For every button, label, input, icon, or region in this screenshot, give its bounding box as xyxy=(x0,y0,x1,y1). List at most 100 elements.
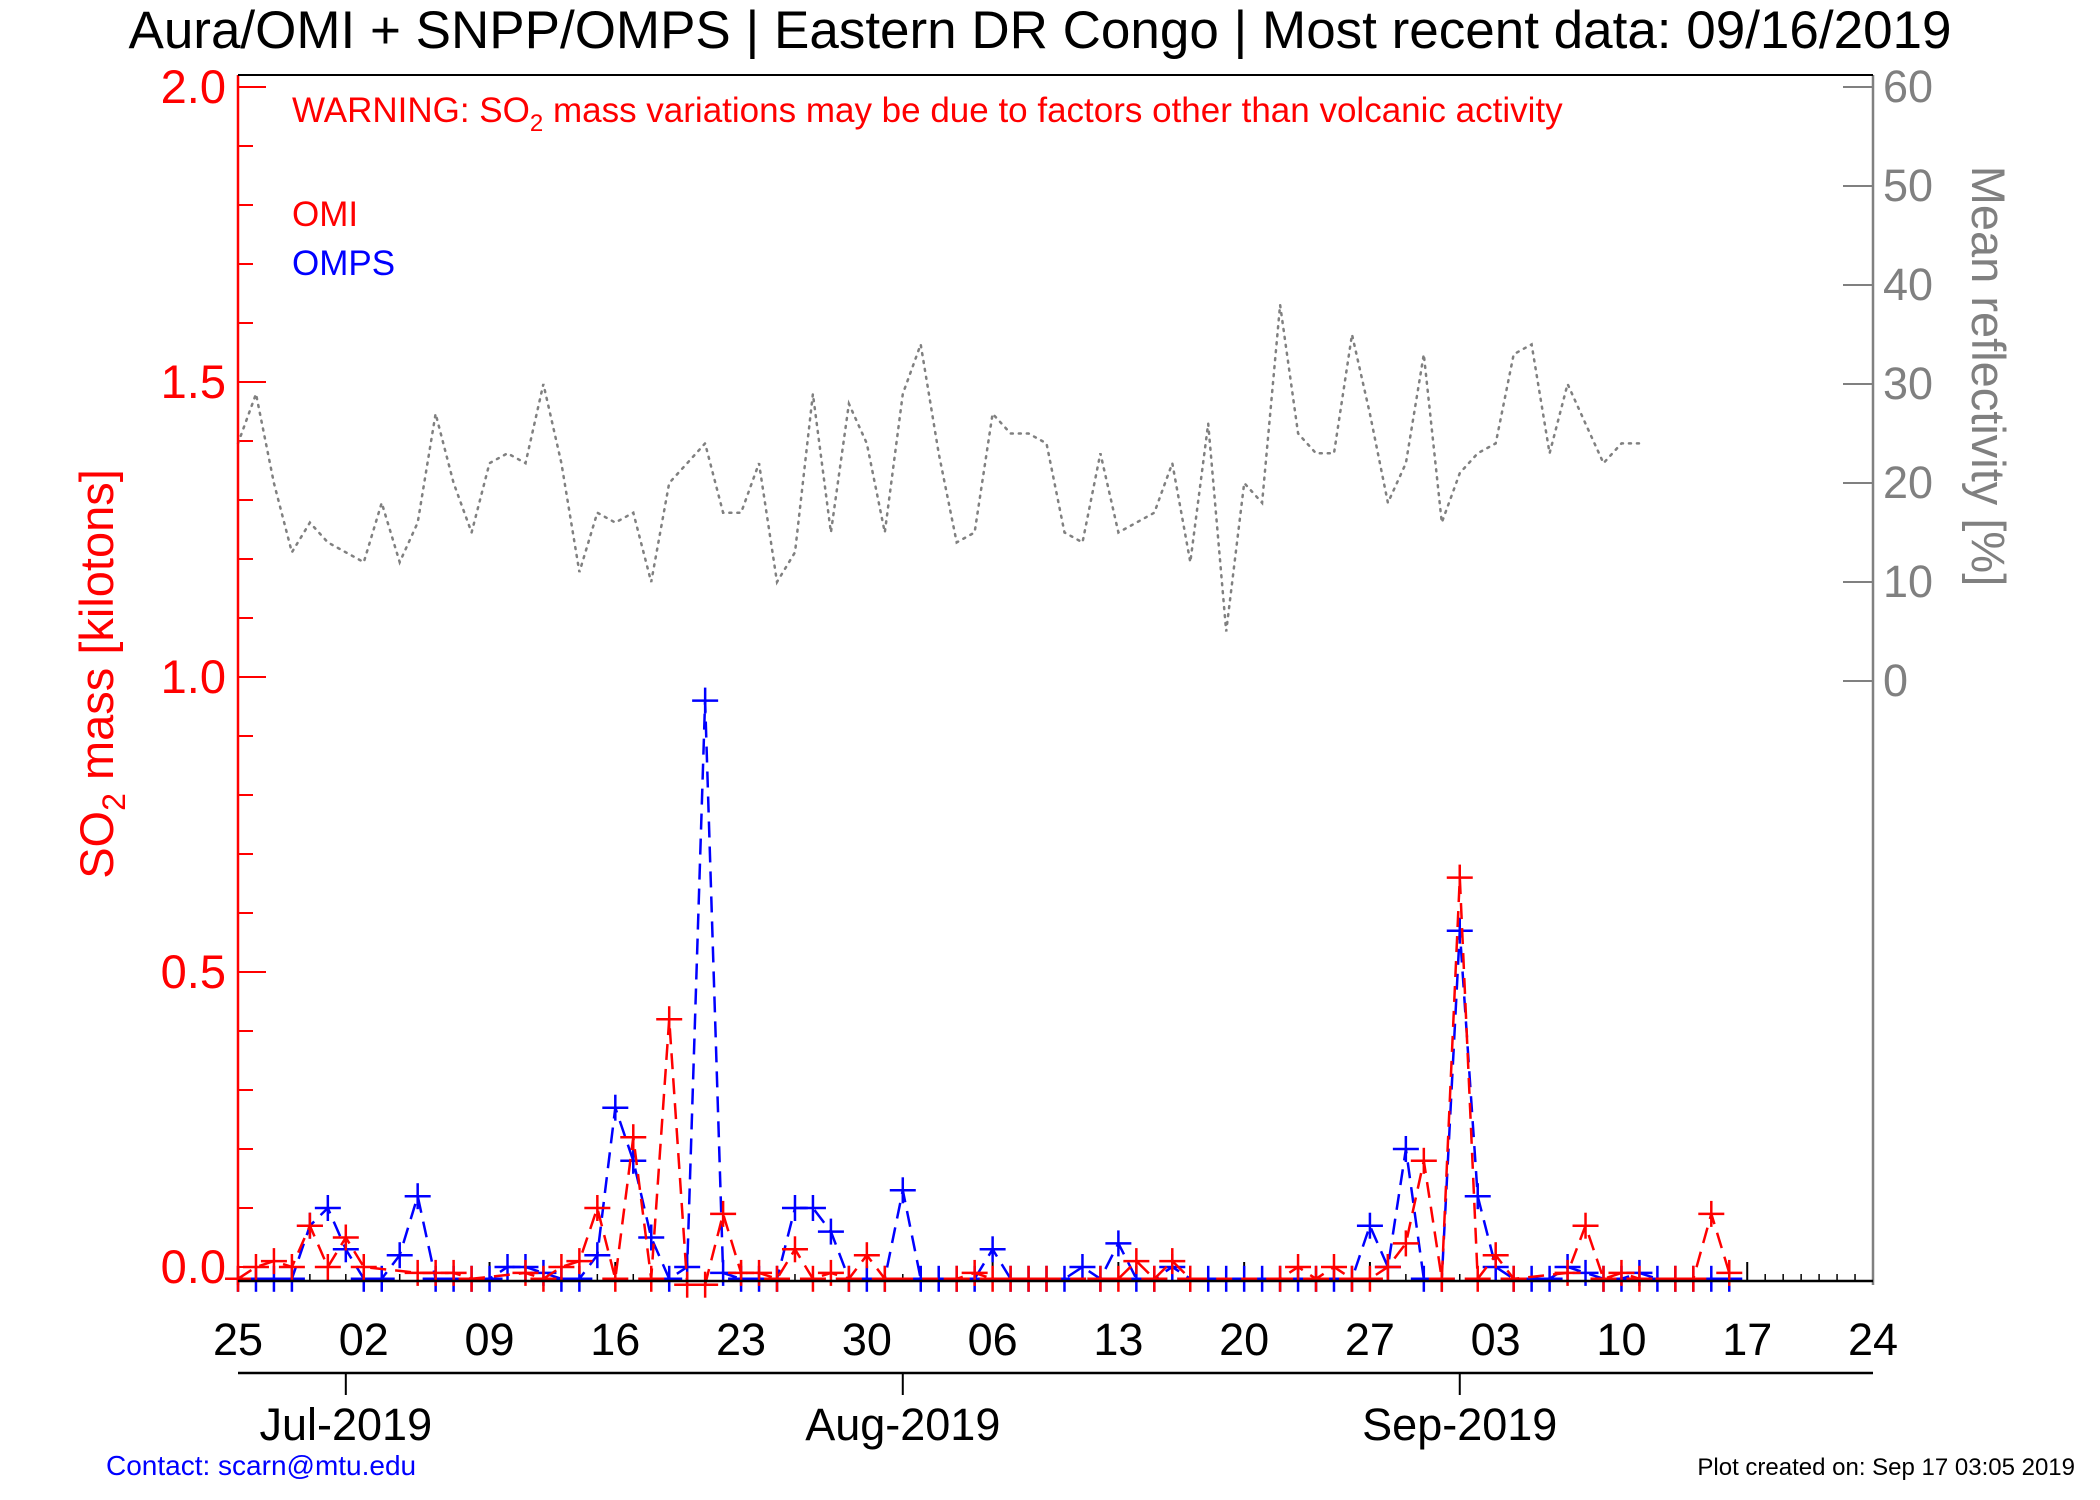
data-point xyxy=(1069,1254,1096,1280)
x-tick-label: 17 xyxy=(1722,1314,1772,1365)
data-point xyxy=(1698,1200,1725,1227)
data-point xyxy=(871,1265,898,1292)
series-line xyxy=(238,700,1730,1281)
x-tick-label: 02 xyxy=(339,1314,389,1365)
series-line xyxy=(236,304,1641,632)
data-point xyxy=(530,1265,557,1292)
data-point xyxy=(584,1242,611,1269)
data-point xyxy=(889,1177,916,1204)
data-point xyxy=(1159,1248,1186,1275)
month-label: Sep-2019 xyxy=(1362,1399,1557,1450)
month-label: Aug-2019 xyxy=(805,1399,1000,1450)
data-point xyxy=(853,1242,880,1269)
data-point xyxy=(1680,1265,1707,1292)
data-point xyxy=(1105,1265,1132,1292)
chart-title: Aura/OMI + SNPP/OMPS | Eastern DR Congo … xyxy=(128,1,1951,60)
data-point xyxy=(799,1195,826,1221)
data-point xyxy=(1356,1265,1383,1292)
created-text: Plot created on: Sep 17 03:05 2019 xyxy=(1697,1454,2075,1481)
warning-text: WARNING: SO2 mass variations may be due … xyxy=(292,91,1563,137)
legend-omi: OMI xyxy=(292,195,358,234)
data-point xyxy=(1374,1254,1401,1280)
data-point xyxy=(1105,1230,1132,1257)
data-point xyxy=(1285,1254,1312,1280)
x-tick-label: 03 xyxy=(1471,1314,1521,1365)
x-tick-label: 25 xyxy=(213,1314,263,1365)
month-label: Jul-2019 xyxy=(259,1399,432,1450)
data-point xyxy=(1464,1265,1491,1292)
data-point xyxy=(1446,864,1473,891)
x-tick-label: 16 xyxy=(590,1314,640,1365)
data-point xyxy=(1428,1265,1455,1292)
left-tick-label: 0.0 xyxy=(161,1240,226,1293)
data-point xyxy=(1590,1265,1617,1292)
left-tick-label: 1.5 xyxy=(161,355,226,408)
data-point xyxy=(692,687,719,714)
data-point xyxy=(799,1265,826,1292)
data-point xyxy=(638,1265,665,1292)
data-point xyxy=(314,1195,341,1221)
contact-text: Contact: scarn@mtu.edu xyxy=(106,1450,416,1481)
right-axis-label: Mean reflectivity [%] xyxy=(1962,166,2015,587)
data-point xyxy=(602,1094,629,1121)
data-point xyxy=(710,1200,737,1227)
data-point xyxy=(548,1254,575,1280)
data-point xyxy=(296,1212,323,1239)
data-point xyxy=(1410,1147,1437,1174)
data-point xyxy=(656,1006,683,1033)
data-point xyxy=(602,1265,629,1292)
right-tick-label: 30 xyxy=(1883,358,1933,409)
x-tick-label: 06 xyxy=(968,1314,1018,1365)
data-point xyxy=(1141,1265,1168,1292)
data-point xyxy=(278,1254,305,1280)
data-point xyxy=(584,1195,611,1221)
x-tick-label: 20 xyxy=(1219,1314,1269,1365)
x-tick-label: 24 xyxy=(1848,1314,1898,1365)
data-point xyxy=(1123,1248,1150,1275)
data-point xyxy=(817,1218,844,1245)
data-point xyxy=(1356,1212,1383,1239)
data-point xyxy=(1320,1254,1347,1280)
data-point xyxy=(638,1224,665,1251)
omps-series xyxy=(225,687,1743,1292)
data-point xyxy=(404,1183,431,1210)
right-tick-label: 50 xyxy=(1883,160,1933,211)
data-point xyxy=(1303,1265,1330,1292)
data-point xyxy=(350,1254,377,1280)
data-point xyxy=(692,1271,719,1298)
series-line xyxy=(237,877,1731,1286)
data-point xyxy=(566,1248,593,1275)
data-point xyxy=(1482,1242,1509,1269)
data-point xyxy=(1626,1265,1653,1292)
data-point xyxy=(620,1124,647,1151)
right-tick-label: 10 xyxy=(1883,556,1933,607)
x-tick-label: 09 xyxy=(465,1314,515,1365)
data-point xyxy=(458,1265,485,1292)
x-tick-label: 10 xyxy=(1596,1314,1646,1365)
data-point xyxy=(1177,1265,1204,1292)
data-point xyxy=(1267,1265,1294,1292)
x-tick-label: 23 xyxy=(716,1314,766,1365)
right-tick-label: 0 xyxy=(1883,655,1908,706)
data-point xyxy=(764,1265,791,1292)
data-point xyxy=(979,1236,1006,1263)
data-point xyxy=(314,1254,341,1280)
data-point xyxy=(835,1265,862,1292)
data-point xyxy=(1392,1230,1419,1257)
right-tick-label: 40 xyxy=(1883,259,1933,310)
data-point xyxy=(386,1242,413,1269)
x-tick-label: 13 xyxy=(1093,1314,1143,1365)
right-tick-label: 20 xyxy=(1883,457,1933,508)
data-point xyxy=(781,1236,808,1263)
axis-ticks: 0.0 0.5 1.0 1.5 2.0 0 10 20 30 40 50 60 25 02 09 16 23 30… xyxy=(161,60,1933,1450)
data-point xyxy=(1033,1265,1060,1292)
data-point xyxy=(242,1254,269,1280)
left-axis-label: SO2 mass [kilotons] xyxy=(70,469,132,879)
reflectivity-series xyxy=(236,304,1641,632)
data-point xyxy=(943,1265,970,1292)
data-point xyxy=(260,1248,287,1275)
omi-series xyxy=(225,864,1743,1298)
legend-omps: OMPS xyxy=(292,244,395,283)
x-tick-label: 30 xyxy=(842,1314,892,1365)
